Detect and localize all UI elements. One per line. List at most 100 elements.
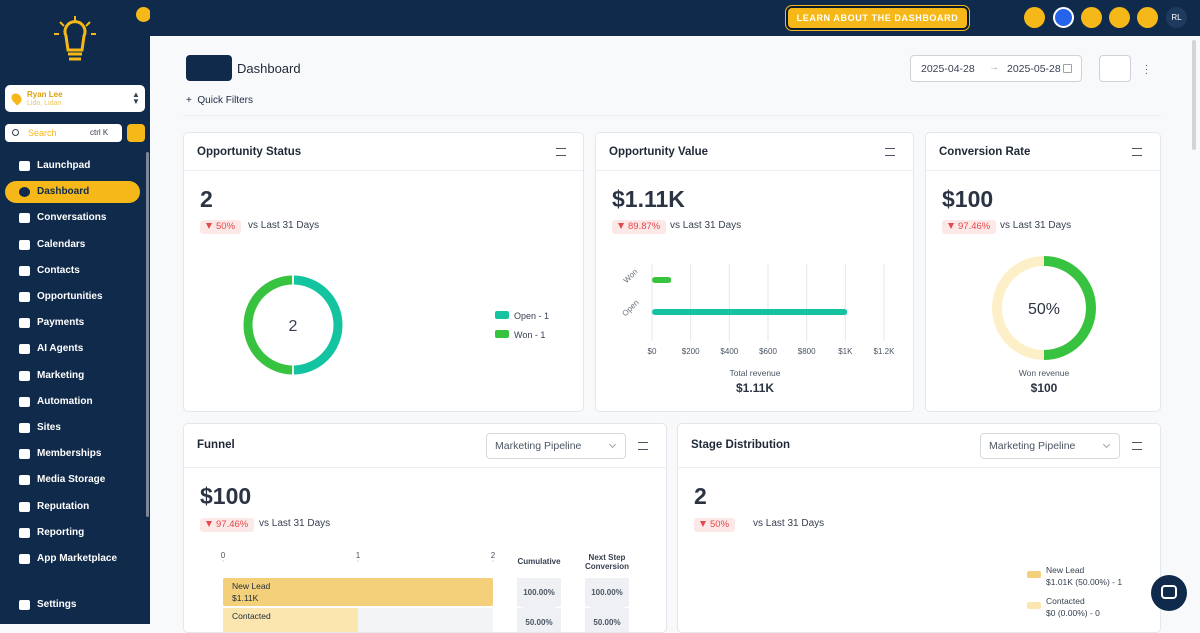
x-tick-label: $400 <box>720 347 738 356</box>
nav-item[interactable]: AI Agents <box>5 338 140 360</box>
user-button[interactable] <box>127 124 145 142</box>
user-name: Ryan Lee <box>27 90 63 99</box>
logo-placeholder <box>186 55 232 81</box>
stage-name: New Lead <box>232 581 271 591</box>
nav-item[interactable]: Dashboard <box>5 181 140 204</box>
learn-button[interactable]: LEARN ABOUT THE DASHBOARD <box>785 5 970 31</box>
nav-label: Automation <box>37 395 93 407</box>
nav-item[interactable]: Opportunities <box>5 286 140 308</box>
y-tick-label: Open <box>620 298 640 318</box>
nav-item[interactable]: Conversations <box>5 207 140 229</box>
legend-label: Won - 1 <box>514 330 545 340</box>
cell-value: 100.00% <box>591 588 623 597</box>
change-badge: 50% <box>200 220 242 234</box>
gauge-label: 50% <box>1028 301 1060 318</box>
period: vs Last 31 Days <box>259 518 331 529</box>
quick-filters[interactable]: + Quick Filters <box>186 95 253 106</box>
kpi-value: 2 <box>200 186 213 212</box>
nav-label: Settings <box>37 599 77 610</box>
nav-item[interactable]: App Marketplace <box>5 548 140 570</box>
legend-swatch <box>495 330 509 338</box>
footer-label: Won revenue <box>1019 368 1070 378</box>
search-box[interactable]: Search ctrl K <box>5 124 122 142</box>
x-tick-label: $800 <box>798 347 816 356</box>
filter-icon[interactable] <box>638 442 648 450</box>
card-title: Conversion Rate <box>939 146 1031 158</box>
nav-settings[interactable]: Settings <box>5 594 140 616</box>
period: vs Last 31 Days <box>248 220 320 231</box>
filter-icon[interactable] <box>1132 442 1142 450</box>
more-button[interactable]: ... <box>1145 58 1148 77</box>
collapse-button[interactable] <box>136 7 151 22</box>
legend-detail: $1.01K (50.00%) - 1 <box>1046 577 1122 587</box>
column-header: Next Step Conversion <box>585 553 629 571</box>
nav-item[interactable]: Automation <box>5 391 140 413</box>
donut-segment <box>293 275 343 375</box>
nav-label: Reporting <box>37 526 85 538</box>
nav-label: Marketing <box>37 369 85 381</box>
footer-value: $100 <box>1031 381 1058 395</box>
help-icon[interactable] <box>1137 7 1158 28</box>
card-opportunity-status: Opportunity Status 2 50% vs Last 31 Days… <box>183 132 584 412</box>
avatar[interactable]: RL <box>1166 7 1187 28</box>
nav-item[interactable]: Launchpad <box>5 155 140 177</box>
kpi-value: $100 <box>942 186 994 212</box>
search-shortcut: ctrl K <box>90 128 109 137</box>
stage-legend: New Lead $1.01K (50.00%) - 1 Contacted $0 (… <box>1027 565 1122 618</box>
cell-value: 50.00% <box>525 618 552 627</box>
change-badge: 50% <box>694 518 736 532</box>
funnel-bar <box>223 578 493 606</box>
card-conversion-rate: Conversion Rate $100 97.46% vs Last 31 D… <box>925 132 1161 412</box>
megaphone-icon[interactable] <box>1081 7 1102 28</box>
card-title: Opportunity Value <box>609 146 709 158</box>
filter-icon[interactable] <box>885 148 895 156</box>
logo <box>54 16 96 61</box>
footer-label: Total revenue <box>729 368 780 378</box>
bell-icon[interactable] <box>1109 7 1130 28</box>
nav-item[interactable]: Media Storage <box>5 469 140 491</box>
nav-item[interactable]: Contacts <box>5 260 140 282</box>
legend-label: Open - 1 <box>514 311 549 321</box>
x-tick-label: $600 <box>759 347 777 356</box>
phone-icon[interactable] <box>1024 7 1045 28</box>
nav-label: Launchpad <box>37 160 91 171</box>
donut-segment <box>243 275 293 375</box>
chat-button[interactable] <box>1151 575 1187 611</box>
card-title: Stage Distribution <box>691 439 791 451</box>
cell-bg <box>585 578 629 612</box>
nav-item[interactable]: Marketing <box>5 365 140 387</box>
nav-item[interactable]: Reputation <box>5 496 140 518</box>
date-to: 2025-05-28 <box>1007 63 1061 75</box>
donut-chart: Open - 1 Won - 1 2 <box>243 275 549 375</box>
nav-item[interactable]: Calendars <box>5 234 140 256</box>
filter-icon[interactable] <box>556 148 566 156</box>
x-tick-label: $1.2K <box>874 347 896 356</box>
x-tick-label: 1 <box>356 551 361 560</box>
bar <box>652 309 848 315</box>
account-switcher[interactable]: Ryan Lee Lido, Lidan ▲ ▼ <box>5 85 145 112</box>
date-from: 2025-04-28 <box>921 63 975 75</box>
card-funnel: Funnel Marketing Pipeline $100 97.46% vs… <box>183 423 667 633</box>
nav-label: App Marketplace <box>37 553 118 564</box>
nav-item[interactable]: Memberships <box>5 443 140 465</box>
ai-icon[interactable] <box>1053 7 1074 28</box>
change-badge: 97.46% <box>200 518 255 532</box>
legend-detail: $0 (0.00%) - 0 <box>1046 608 1100 618</box>
nav-item[interactable]: Payments <box>5 312 140 334</box>
pipeline-select[interactable]: Marketing Pipeline <box>980 433 1120 459</box>
filter-icon[interactable] <box>1132 148 1142 156</box>
bar-chart: $0 $200 $400 $600 $800 $1K $1.2K Won Open Total r… <box>620 264 896 395</box>
x-tick-label: $1K <box>838 347 853 356</box>
nav-label: Dashboard <box>37 186 90 198</box>
nav-label: AI Agents <box>37 343 84 355</box>
legend-name: Contacted <box>1046 596 1085 606</box>
nav-item[interactable]: Reporting <box>5 522 140 544</box>
pipeline-select[interactable]: Marketing Pipeline <box>486 433 626 459</box>
nav-item[interactable]: Sites <box>5 417 140 439</box>
edit-button[interactable] <box>1099 55 1131 82</box>
footer-value: $1.11K <box>736 381 774 395</box>
page-title: Dashboard <box>237 61 301 76</box>
date-range[interactable]: 2025-04-28 → 2025-05-28 <box>910 55 1082 82</box>
cell-value: 100.00% <box>523 588 555 597</box>
card-title: Funnel <box>197 439 235 451</box>
